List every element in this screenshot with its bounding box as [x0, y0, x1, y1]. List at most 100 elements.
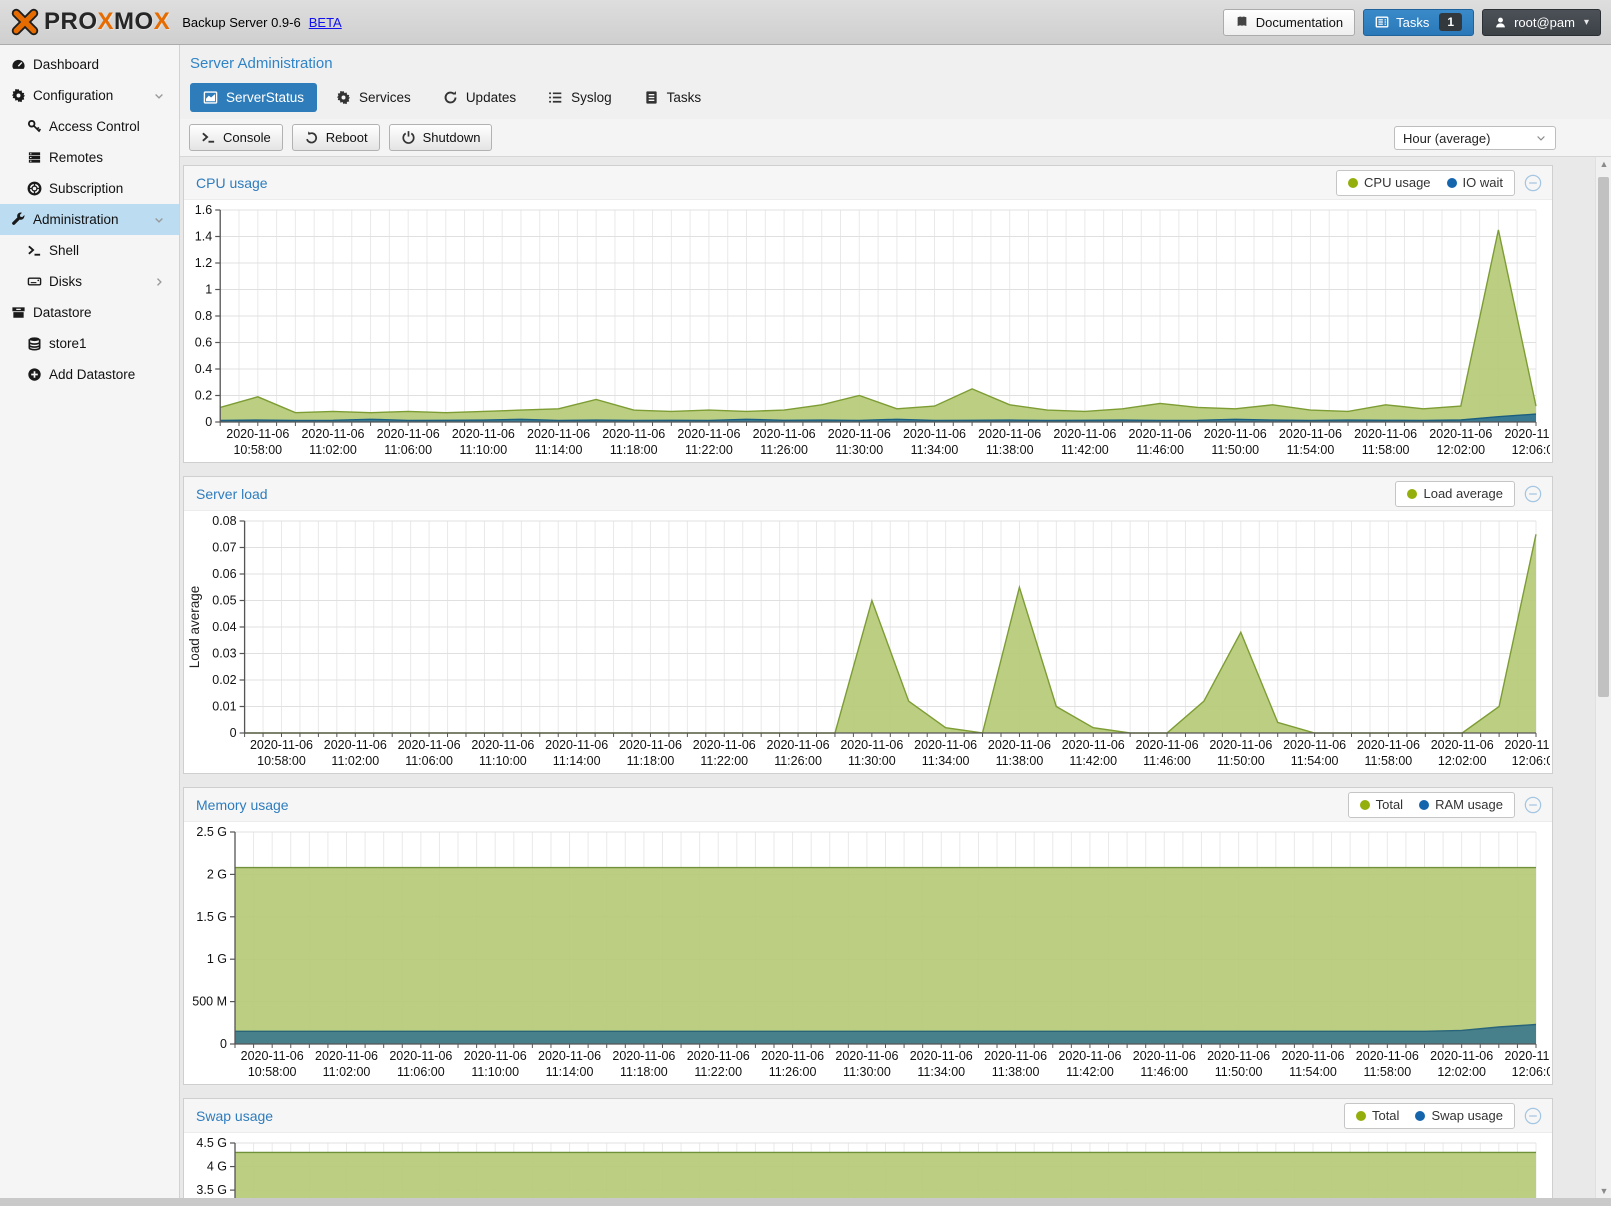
- svg-text:12:06:00: 12:06:00: [1512, 754, 1550, 768]
- svg-text:11:58:00: 11:58:00: [1363, 1065, 1411, 1079]
- svg-text:11:06:00: 11:06:00: [397, 1065, 445, 1079]
- tab-serverstatus[interactable]: ServerStatus: [190, 83, 318, 112]
- tab-updates[interactable]: Updates: [430, 83, 529, 112]
- select-chevron-down-icon: [1535, 132, 1547, 144]
- svg-text:2020-11-06: 2020-11-06: [988, 738, 1051, 752]
- tab-syslog[interactable]: Syslog: [535, 83, 625, 112]
- legend-label: Total: [1371, 1108, 1400, 1123]
- chart-server-load: 0 0.01 0.02 0.03 0.04 0.05 0.06 0.07 0.08 2020-11…: [184, 511, 1550, 773]
- svg-text:12:02:00: 12:02:00: [1437, 1065, 1486, 1079]
- chevron-down-icon[interactable]: [153, 90, 165, 102]
- svg-text:11:50:00: 11:50:00: [1211, 443, 1259, 457]
- svg-text:11:46:00: 11:46:00: [1140, 1065, 1188, 1079]
- sidebar-item-label: Add Datastore: [49, 367, 136, 382]
- vertical-scrollbar[interactable]: ▲ ▼: [1595, 157, 1611, 1198]
- tab-label: ServerStatus: [226, 90, 305, 105]
- svg-text:11:18:00: 11:18:00: [610, 443, 658, 457]
- panel-server-load: Server load Load average 0 0.01 0.02 0.03 0.04…: [183, 476, 1553, 774]
- scrollbar-up-arrow[interactable]: ▲: [1599, 159, 1609, 169]
- svg-text:4 G: 4 G: [207, 1160, 227, 1174]
- svg-text:12:06:00: 12:06:00: [1512, 1065, 1550, 1079]
- collapse-panel-icon[interactable]: [1524, 796, 1542, 814]
- sidebar-item-administration[interactable]: Administration: [0, 204, 179, 235]
- chart-legend: Load average: [1395, 480, 1515, 507]
- svg-text:1 G: 1 G: [207, 952, 227, 966]
- reboot-button[interactable]: Reboot: [291, 124, 380, 151]
- svg-text:11:58:00: 11:58:00: [1362, 443, 1410, 457]
- chevron-down-icon: ▾: [1583, 16, 1589, 28]
- svg-text:2020-11-06: 2020-11-06: [241, 1049, 304, 1063]
- svg-text:11:14:00: 11:14:00: [535, 443, 583, 457]
- documentation-button[interactable]: Documentation: [1222, 8, 1356, 36]
- svg-text:2020-11-06: 2020-11-06: [1207, 1049, 1270, 1063]
- sidebar-item-store1[interactable]: store1: [0, 328, 179, 359]
- svg-text:2020-11-06: 2020-11-06: [389, 1049, 452, 1063]
- svg-text:2020-11-06: 2020-11-06: [1431, 738, 1494, 752]
- chevron-down-icon[interactable]: [153, 214, 165, 226]
- svg-text:2020-11-06: 2020-11-06: [984, 1049, 1047, 1063]
- shutdown-button[interactable]: Shutdown: [388, 124, 493, 151]
- sidebar-item-shell[interactable]: Shell: [0, 235, 179, 266]
- sidebar-item-configuration[interactable]: Configuration: [0, 80, 179, 111]
- sidebar-item-label: Disks: [49, 274, 82, 289]
- legend-dot-icon: [1446, 177, 1457, 188]
- tasks-button[interactable]: Tasks 1: [1363, 8, 1475, 36]
- sidebar-item-dashboard[interactable]: Dashboard: [0, 49, 179, 80]
- scrollbar-thumb[interactable]: [1598, 177, 1609, 697]
- svg-text:2020-11-06: 2020-11-06: [398, 738, 461, 752]
- panel-header: CPU usage CPU usage IO wait: [184, 166, 1552, 200]
- tab-services[interactable]: Services: [323, 83, 424, 112]
- sidebar: Dashboard Configuration Access Control Remo…: [0, 45, 180, 1198]
- wrench-icon: [10, 212, 26, 227]
- terminal-icon: [26, 243, 42, 258]
- tab-tasks[interactable]: Tasks: [631, 83, 715, 112]
- svg-text:1.4: 1.4: [195, 230, 212, 244]
- svg-text:11:54:00: 11:54:00: [1287, 443, 1335, 457]
- svg-text:11:34:00: 11:34:00: [922, 754, 970, 768]
- harddisk-icon: [26, 274, 42, 289]
- sidebar-item-access-control[interactable]: Access Control: [0, 111, 179, 142]
- collapse-panel-icon[interactable]: [1524, 174, 1542, 192]
- svg-text:2020-11-06: 2020-11-06: [761, 1049, 824, 1063]
- user-menu-button[interactable]: root@pam ▾: [1482, 8, 1601, 36]
- chart-body: 0 0.01 0.02 0.03 0.04 0.05 0.06 0.07 0.08 2020-11…: [184, 511, 1552, 773]
- beta-link[interactable]: BETA: [308, 14, 342, 30]
- sidebar-item-subscription[interactable]: Subscription: [0, 173, 179, 204]
- timeframe-select[interactable]: Hour (average): [1394, 126, 1556, 150]
- legend-label: CPU usage: [1364, 175, 1431, 190]
- svg-text:2020-11-06: 2020-11-06: [840, 738, 903, 752]
- sidebar-item-datastore[interactable]: Datastore: [0, 297, 179, 328]
- svg-text:11:46:00: 11:46:00: [1136, 443, 1184, 457]
- svg-text:11:50:00: 11:50:00: [1217, 754, 1265, 768]
- legend-item-load-average: Load average: [1407, 486, 1503, 501]
- legend-label: RAM usage: [1435, 797, 1503, 812]
- svg-text:2020-11-06: 2020-11-06: [538, 1049, 601, 1063]
- svg-text:2020-11-06: 2020-11-06: [1053, 427, 1116, 441]
- svg-text:12:02:00: 12:02:00: [1438, 754, 1487, 768]
- top-header: PROXMOX Backup Server 0.9-6 BETA Documen…: [0, 0, 1611, 45]
- svg-text:11:54:00: 11:54:00: [1289, 1065, 1337, 1079]
- collapse-panel-icon[interactable]: [1524, 485, 1542, 503]
- legend-dot-icon: [1415, 1110, 1426, 1121]
- sidebar-item-label: Configuration: [33, 88, 114, 103]
- svg-text:2020-11-06: 2020-11-06: [978, 427, 1041, 441]
- gears-icon: [10, 88, 26, 103]
- tasklist-icon: [644, 90, 659, 105]
- scrollbar-down-arrow[interactable]: ▼: [1599, 1186, 1609, 1196]
- sidebar-item-remotes[interactable]: Remotes: [0, 142, 179, 173]
- svg-text:2020-11-06: 2020-11-06: [1430, 1049, 1493, 1063]
- svg-text:11:58:00: 11:58:00: [1365, 754, 1413, 768]
- console-button[interactable]: Console: [189, 124, 283, 151]
- sidebar-item-add-datastore[interactable]: Add Datastore: [0, 359, 179, 390]
- chart-legend: Total RAM usage: [1347, 791, 1515, 818]
- svg-text:2020-11-06: 2020-11-06: [1283, 738, 1346, 752]
- svg-text:11:26:00: 11:26:00: [769, 1065, 817, 1079]
- svg-text:2020-11-06: 2020-11-06: [1281, 1049, 1344, 1063]
- header-actions: Documentation Tasks 1 root@pam ▾: [1222, 8, 1601, 36]
- sidebar-item-disks[interactable]: Disks: [0, 266, 179, 297]
- tab-label: Tasks: [666, 90, 702, 105]
- svg-text:2020-11-06: 2020-11-06: [693, 738, 756, 752]
- collapse-panel-icon[interactable]: [1524, 1107, 1542, 1125]
- svg-text:2020-11-06: 2020-11-06: [545, 738, 608, 752]
- chevron-right-icon[interactable]: [153, 276, 165, 288]
